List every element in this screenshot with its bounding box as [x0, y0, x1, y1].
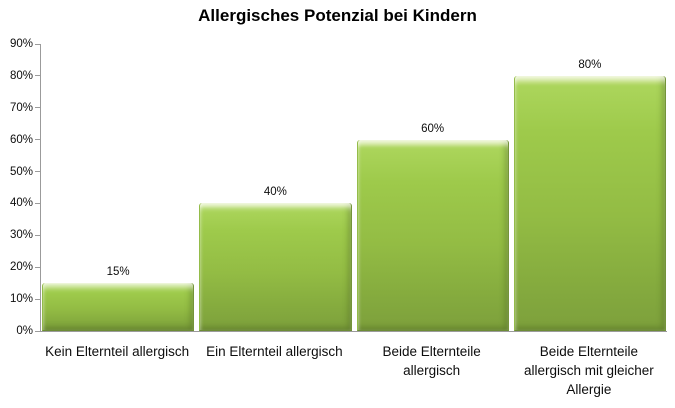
bar [42, 283, 195, 331]
category-label: Ein Elternteil allergisch [206, 344, 343, 359]
bar [199, 203, 352, 331]
y-axis-tick-label: 50% [9, 165, 33, 178]
bar-slot: 40% [199, 44, 352, 331]
y-axis-tick-label: 90% [9, 38, 33, 50]
y-axis-tick [35, 107, 40, 109]
y-axis-tick-label: 80% [9, 69, 33, 82]
y-axis-tick-label: 10% [9, 293, 33, 306]
y-axis-tick-label: 0% [16, 325, 33, 337]
bar-slot: 60% [356, 44, 509, 331]
chart-title: Allergisches Potenzial bei Kindern [198, 6, 477, 25]
bar-data-label: 60% [421, 122, 445, 135]
bar-slot: 15% [42, 44, 195, 331]
y-axis-tick-label: 70% [9, 101, 33, 114]
bar-data-label: 80% [578, 58, 602, 71]
bar [356, 139, 509, 331]
y-axis-tick-label: 60% [9, 133, 33, 146]
y-axis-tick [35, 331, 40, 332]
y-axis-tick-label: 40% [9, 197, 33, 210]
category-label: Beide Elternteile allergisch mit gleiche… [523, 344, 654, 397]
bar-slot: 80% [513, 44, 666, 331]
y-axis-tick-label: 30% [9, 229, 33, 242]
y-axis-tick [35, 234, 40, 236]
category-label: Beide Elternteile allergisch [382, 344, 481, 378]
plot-area: 15% 40% 60% 80% [35, 43, 667, 332]
bar-data-label: 15% [106, 266, 130, 279]
bar-data-label: 40% [263, 186, 287, 199]
y-axis-tick [35, 171, 40, 173]
y-axis-tick [35, 266, 40, 268]
bar [513, 75, 666, 331]
category-label: Kein Elternteil allergisch [45, 344, 190, 359]
y-axis-tick-label: 20% [9, 261, 33, 274]
y-axis-tick [35, 75, 40, 77]
y-axis-tick [35, 43, 40, 45]
y-axis-tick [35, 139, 40, 141]
y-axis-tick [35, 202, 40, 204]
y-axis-tick [35, 298, 40, 300]
x-axis-labels: Kein Elternteil allergisch Ein Elternteil… [40, 342, 666, 399]
